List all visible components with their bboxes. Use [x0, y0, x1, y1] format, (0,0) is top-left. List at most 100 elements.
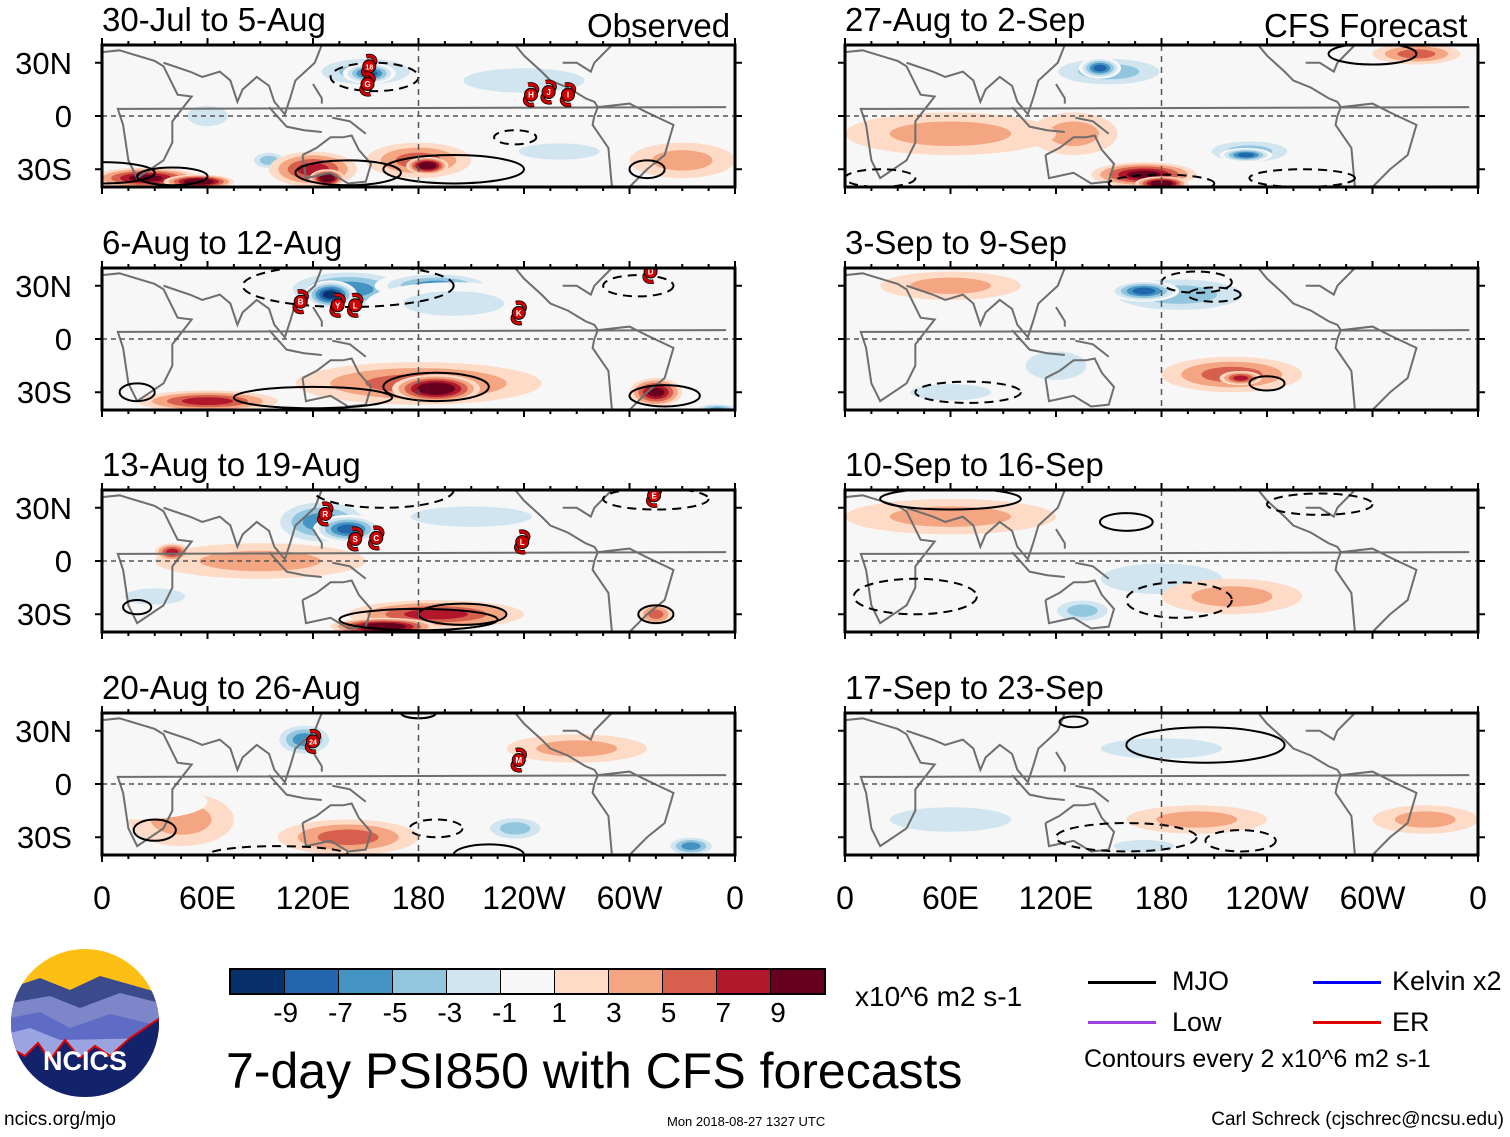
- mjo-contour: [628, 159, 666, 180]
- mjo-contour: [1107, 173, 1216, 187]
- colorbar-swatch: [771, 970, 824, 993]
- anomaly-shading: [321, 175, 333, 181]
- anomaly-shading: [518, 143, 600, 160]
- anomaly-shading: [499, 822, 531, 835]
- coastline: [1075, 784, 1110, 803]
- storm-label: C: [373, 534, 379, 543]
- colorbar-swatch: [663, 970, 717, 993]
- mjo-contour: [1098, 512, 1154, 532]
- y-tick-label: 30N: [15, 46, 72, 81]
- footer-timestamp: Mon 2018-08-27 1327 UTC: [667, 1114, 826, 1129]
- tropical-cyclone-icon: I: [559, 82, 577, 108]
- mjo-contour: [845, 168, 917, 187]
- colorbar-label: 5: [660, 997, 677, 1028]
- storm-label: S: [353, 535, 359, 544]
- x-tick-label: 120E: [275, 880, 351, 916]
- coastline: [1055, 306, 1066, 327]
- y-tick-label: 0: [54, 544, 72, 579]
- coastline: [163, 45, 323, 117]
- tropical-cyclone-icon: M: [510, 747, 527, 773]
- coastline: [1305, 268, 1356, 297]
- legend-low-label: Low: [1172, 1007, 1222, 1037]
- coastline: [1044, 357, 1116, 408]
- coastline: [102, 717, 727, 848]
- x-tick-label: 180: [391, 880, 446, 916]
- colorbar: [229, 968, 826, 995]
- legend-kelvin-line: [1313, 981, 1381, 984]
- anomaly-shading: [681, 842, 701, 850]
- x-tick-label: 0: [1469, 880, 1487, 916]
- coastline: [1075, 339, 1110, 358]
- coastline: [906, 713, 1066, 785]
- colorbar-label: -7: [327, 997, 353, 1028]
- coastline: [301, 579, 373, 630]
- storm-label: B: [298, 298, 304, 307]
- legend-kelvin-label: Kelvin x2: [1392, 966, 1502, 996]
- map-panel: 18 G H J I: [95, 38, 742, 194]
- coastline: [1305, 490, 1356, 519]
- coastline: [312, 751, 323, 772]
- map-panel: B Y L K D: [95, 261, 742, 417]
- coastline: [102, 494, 727, 625]
- tropical-cyclone-icon: B: [292, 289, 309, 315]
- contours-note: Contours every 2 x10^6 m2 s-1: [1084, 1045, 1431, 1073]
- coastline: [268, 106, 322, 133]
- coastline: [301, 134, 373, 185]
- anomaly-shading: [536, 740, 618, 757]
- legend-er-label: ER: [1392, 1007, 1430, 1037]
- map-panel: 24 M: [95, 706, 742, 862]
- coastline: [514, 268, 613, 410]
- mjo-contour: [602, 490, 710, 511]
- anomaly-shading: [1153, 181, 1170, 186]
- mjo-contour: [852, 577, 978, 616]
- map-panel: [838, 261, 1485, 417]
- mjo-contour: [452, 843, 525, 855]
- tropical-cyclone-icon: Y: [329, 292, 346, 318]
- colorbar-swatch: [231, 970, 285, 993]
- coastline: [1340, 770, 1418, 855]
- storm-label: J: [546, 88, 550, 97]
- x-tick-label: 60W: [596, 880, 663, 916]
- anomaly-shading: [1156, 811, 1238, 828]
- coastline: [268, 551, 322, 578]
- tropical-cyclone-icon: C: [368, 525, 385, 551]
- storm-label: L: [353, 301, 358, 310]
- colorbar-swatch: [447, 970, 501, 993]
- x-tick-label: 120E: [1018, 880, 1094, 916]
- coastline: [597, 102, 675, 187]
- panel-title: 20-Aug to 26-Aug: [102, 669, 361, 706]
- mjo-contour: [1204, 829, 1277, 853]
- coastline: [301, 802, 373, 853]
- footer-credit: Carl Schreck (cjschrec@ncsu.edu): [1211, 1109, 1504, 1130]
- coastline: [1257, 268, 1356, 410]
- coastline: [1044, 579, 1116, 630]
- coastline: [332, 116, 367, 135]
- map-panel: [838, 706, 1485, 862]
- coastline: [102, 272, 727, 403]
- storm-label: I: [567, 91, 569, 100]
- anomaly-shading: [651, 150, 713, 171]
- x-tick-label: 180: [1134, 880, 1189, 916]
- coastline: [1075, 116, 1110, 135]
- coastline: [312, 83, 323, 104]
- anomaly-shading: [910, 384, 991, 401]
- colorbar-label: 9: [770, 997, 786, 1028]
- storm-label: Y: [335, 301, 341, 310]
- x-tick-label: 60E: [179, 880, 236, 916]
- anomaly-shading: [1067, 604, 1098, 617]
- colorbar-label: -3: [437, 997, 463, 1028]
- storm-label: E: [651, 491, 657, 500]
- colorbar-label: -5: [382, 997, 408, 1028]
- panel-title: 30-Jul to 5-Aug: [102, 1, 326, 38]
- mjo-contour: [338, 607, 499, 632]
- coastline: [1340, 102, 1418, 187]
- anomaly-shading: [187, 105, 228, 127]
- footer-url[interactable]: ncics.org/mjo: [4, 1109, 116, 1130]
- storm-label: H: [528, 91, 534, 100]
- coastline: [597, 770, 675, 855]
- panel-title: 10-Sep to 16-Sep: [845, 446, 1104, 483]
- x-tick-label: 0: [726, 880, 744, 916]
- coastline: [332, 784, 367, 803]
- tropical-cyclone-icon: 24: [304, 728, 322, 754]
